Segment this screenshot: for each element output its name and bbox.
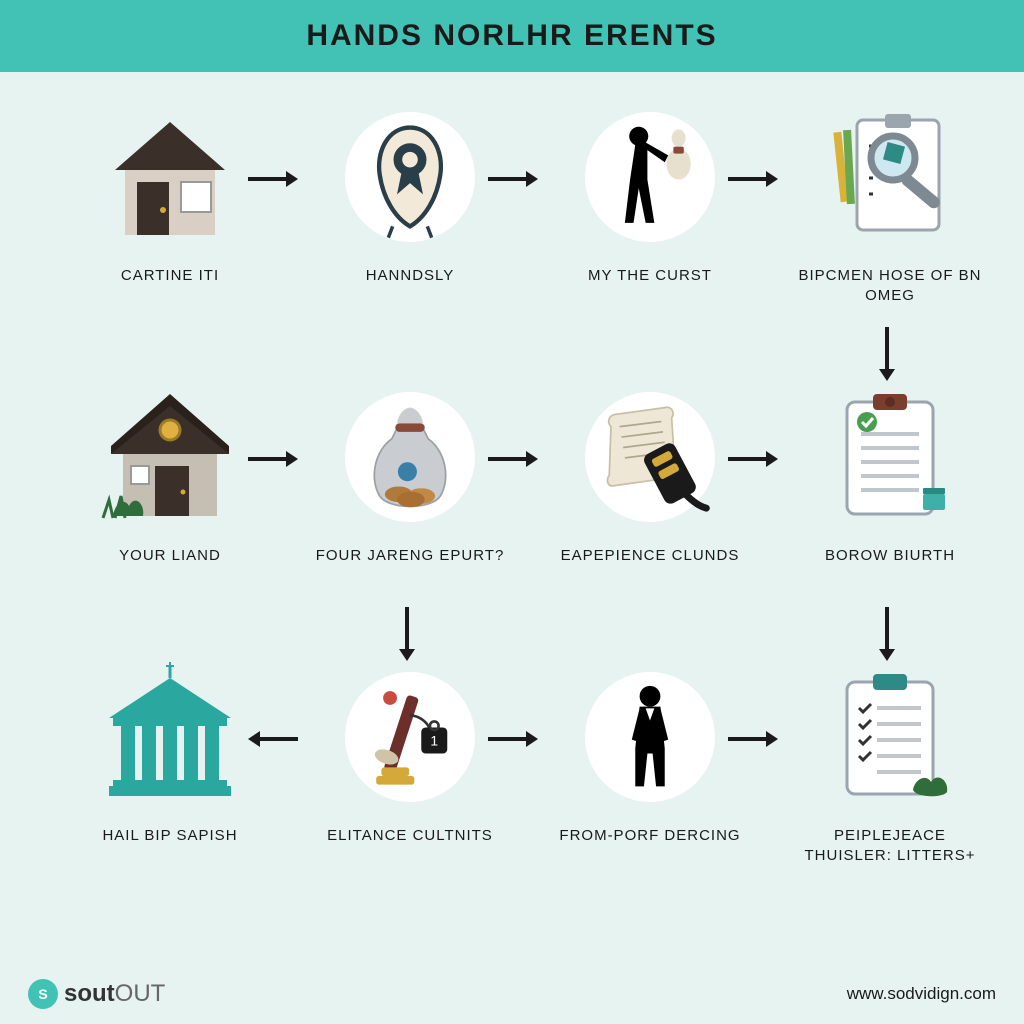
money-bag-icon xyxy=(345,392,475,522)
flow-arrow xyxy=(248,447,298,471)
step-label: FOUR JARENG EPURT? xyxy=(316,546,505,566)
step-label: FROM-PORF DERCING xyxy=(559,826,740,846)
step-icon-box: 1 xyxy=(335,662,485,812)
logo-mark-icon: S xyxy=(28,979,58,1009)
logo-text-light: OUT xyxy=(115,980,166,1007)
flow-step-c6: EAPEPIENCE CLUNDS xyxy=(535,382,765,566)
flow-arrow xyxy=(488,447,538,471)
clipboard-checklist-icon xyxy=(815,660,965,815)
page-title: HANDS NORLHR ERENTS xyxy=(306,19,717,53)
step-icon-box xyxy=(575,102,725,252)
flow-arrow xyxy=(248,167,298,191)
step-icon-box xyxy=(335,102,485,252)
step-label: EAPEPIENCE CLUNDS xyxy=(561,546,740,566)
scale-weight-icon: 1 xyxy=(345,672,475,802)
flow-arrow xyxy=(488,167,538,191)
flow-step-c3: BIPCMEN HOSE OF BN OMEG xyxy=(775,102,1005,307)
flow-step-c9: 1 ELITANCE CULTNITS xyxy=(295,662,525,846)
step-icon-box xyxy=(95,102,245,252)
step-icon-box xyxy=(575,382,725,532)
house2-icon xyxy=(95,380,245,535)
flow-arrow xyxy=(728,167,778,191)
flow-arrow xyxy=(395,607,419,661)
step-label: BIPCMEN HOSE OF BN OMEG xyxy=(790,266,990,307)
step-label: BOROW BIURTH xyxy=(825,546,955,566)
scroll-cable-icon xyxy=(585,392,715,522)
header-bar: HANDS NORLHR ERENTS xyxy=(0,0,1024,72)
step-icon-box xyxy=(815,102,965,252)
flow-step-c11: PEIPLEJEACE THUISLER: LITTERS+ xyxy=(775,662,1005,867)
flow-arrow xyxy=(248,727,298,751)
clipboard-magnify-icon xyxy=(815,100,965,255)
logo-text: soutOUT xyxy=(64,980,165,1008)
svg-text:1: 1 xyxy=(430,733,438,749)
step-label: YOUR LIAND xyxy=(119,546,221,566)
step-label: CARTINE ITI xyxy=(121,266,219,286)
flow-step-c5: FOUR JARENG EPURT? xyxy=(295,382,525,566)
website-url: www.sodvidign.com xyxy=(847,984,996,1004)
step-label: ELITANCE CULTNITS xyxy=(327,826,493,846)
flow-step-c10: FROM-PORF DERCING xyxy=(535,662,765,846)
footer: S soutOUT www.sodvidign.com xyxy=(0,964,1024,1024)
house1-icon xyxy=(95,100,245,255)
flow-step-c4: YOUR LIAND xyxy=(55,382,285,566)
brand-logo: S soutOUT xyxy=(28,979,165,1009)
step-icon-box xyxy=(815,662,965,812)
step-icon-box xyxy=(95,662,245,812)
clipboard-check-icon xyxy=(815,380,965,535)
step-icon-box xyxy=(815,382,965,532)
flow-arrow xyxy=(875,327,899,381)
flow-step-c8: HAIL BIP SAPISH xyxy=(55,662,285,846)
step-label: HAIL BIP SAPISH xyxy=(102,826,237,846)
flow-step-c0: CARTINE ITI xyxy=(55,102,285,286)
flow-arrow xyxy=(488,727,538,751)
step-icon-box xyxy=(335,382,485,532)
flow-step-c7: BOROW BIURTH xyxy=(775,382,1005,566)
flow-arrow xyxy=(875,607,899,661)
logo-text-bold: sout xyxy=(64,980,115,1007)
bank-icon xyxy=(95,660,245,815)
flow-step-c1: HANNDSLY xyxy=(295,102,525,286)
step-label: PEIPLEJEACE THUISLER: LITTERS+ xyxy=(790,826,990,867)
step-label: MY THE CURST xyxy=(588,266,712,286)
flow-arrow xyxy=(728,727,778,751)
infographic-grid: CARTINE ITI HANNDSLY MY THE CURST BIPCME… xyxy=(0,72,1024,942)
step-icon-box xyxy=(95,382,245,532)
person-suit-icon xyxy=(585,672,715,802)
person-bag-icon xyxy=(585,112,715,242)
ribbon-badge-icon xyxy=(345,112,475,242)
step-label: HANNDSLY xyxy=(366,266,455,286)
flow-arrow xyxy=(728,447,778,471)
step-icon-box xyxy=(575,662,725,812)
flow-step-c2: MY THE CURST xyxy=(535,102,765,286)
